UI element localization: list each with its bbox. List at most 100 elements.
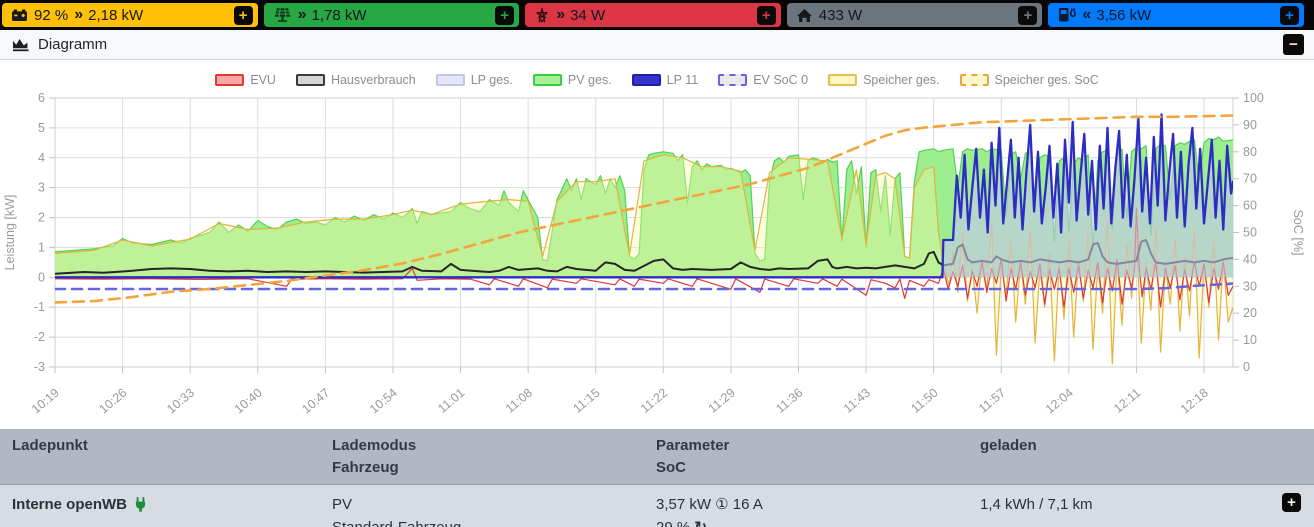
diagram-collapse-button[interactable]: − — [1283, 34, 1304, 55]
status-badge-pv[interactable]: » 1,78 kW + — [263, 3, 520, 27]
legend-swatch — [435, 74, 465, 86]
plug-icon — [134, 496, 147, 513]
badge-grid-add-button[interactable]: + — [756, 5, 776, 25]
badge-house-add-button[interactable]: + — [1018, 5, 1038, 25]
chargepoint-expand-button[interactable]: + — [1282, 493, 1301, 512]
svg-text:11:22: 11:22 — [638, 386, 670, 416]
svg-text:10:33: 10:33 — [164, 386, 197, 417]
legend-item-speicher-ges-[interactable]: Speicher ges. — [828, 73, 940, 87]
svg-text:5: 5 — [38, 121, 45, 135]
status-bar: 92 %» 2,18 kW +» 1,78 kW +» 34 W +433 W + «3,56 … — [0, 0, 1314, 30]
legend-swatch — [959, 74, 989, 86]
chargepoint-name: Interne openWB — [12, 496, 127, 513]
series-ev-soc-0 — [55, 282, 1233, 291]
badge-chargepoint-add-button[interactable]: + — [1279, 5, 1299, 25]
badge-power-value: 34 W — [570, 6, 606, 24]
legend-swatch — [215, 74, 245, 86]
svg-text:40: 40 — [1243, 252, 1257, 266]
badge-battery-add-button[interactable]: + — [233, 5, 253, 25]
chargepoint-row-interne-openwb[interactable]: Interne openWB PV Standard-Fahrzeug 3,57… — [0, 485, 1314, 527]
svg-text:10:26: 10:26 — [97, 386, 130, 417]
svg-text:11:08: 11:08 — [503, 386, 535, 416]
legend-item-evu[interactable]: EVU — [215, 73, 276, 87]
charging-station-icon — [1057, 7, 1077, 23]
row-parameter-cell: 3,57 kW ① 16 A 29 % ↻ — [656, 493, 980, 527]
svg-text:SoC [%]: SoC [%] — [1291, 210, 1305, 256]
svg-text:-1: -1 — [34, 300, 45, 314]
svg-text:11:29: 11:29 — [706, 386, 738, 416]
svg-text:2: 2 — [38, 211, 45, 225]
svg-text:20: 20 — [1243, 306, 1257, 320]
svg-text:11:57: 11:57 — [976, 386, 1008, 416]
flow-direction-icon: » — [74, 6, 83, 23]
series-speicher-ges-soc — [55, 114, 1233, 304]
svg-text:10:40: 10:40 — [232, 386, 265, 417]
svg-text:80: 80 — [1243, 145, 1257, 159]
series-lp-ges-lp11 — [55, 113, 1233, 279]
svg-text:12:11: 12:11 — [1111, 386, 1143, 416]
legend-item-pv-ges-[interactable]: PV ges. — [532, 73, 612, 87]
legend-label: EVU — [250, 73, 276, 87]
legend-label: PV ges. — [567, 73, 612, 87]
diagram-panel: EVU Hausverbrauch LP ges. PV ges. LP 11 EV So… — [0, 60, 1314, 429]
refresh-soc-icon[interactable]: ↻ — [694, 519, 707, 527]
svg-text:12:18: 12:18 — [1178, 386, 1211, 417]
svg-text:100: 100 — [1243, 91, 1264, 105]
svg-text:1: 1 — [38, 240, 45, 254]
status-badge-grid[interactable]: » 34 W + — [525, 3, 781, 27]
legend-label: Speicher ges. — [863, 73, 940, 87]
svg-text:Leistung [kW]: Leistung [kW] — [3, 195, 17, 271]
svg-text:4: 4 — [38, 151, 45, 165]
svg-text:70: 70 — [1243, 172, 1257, 186]
badge-pv-add-button[interactable]: + — [495, 5, 515, 25]
legend-item-speicher-ges-soc[interactable]: Speicher ges. SoC — [959, 73, 1099, 87]
legend-swatch — [295, 74, 325, 86]
status-badge-chargepoint[interactable]: « 3,56 kW + — [1048, 3, 1304, 27]
transmission-tower-icon — [534, 7, 550, 23]
svg-text:10:54: 10:54 — [367, 386, 400, 417]
status-badge-house[interactable]: 433 W + — [786, 3, 1043, 27]
badge-power-value: 3,56 kW — [1096, 6, 1152, 24]
svg-text:30: 30 — [1243, 279, 1257, 293]
badge-power-value: 433 W — [818, 6, 863, 24]
legend-label: Speicher ges. SoC — [994, 73, 1099, 87]
svg-text:12:04: 12:04 — [1043, 386, 1076, 417]
chargepoint-table: Ladepunkt Lademodus Fahrzeug Parameter SoC… — [0, 429, 1314, 527]
svg-text:-3: -3 — [34, 360, 45, 374]
row-geladen: 1,4 kWh / 7,1 km — [980, 496, 1093, 513]
row-ladepunkt-cell: Interne openWB — [12, 493, 332, 527]
chart-legend: EVU Hausverbrauch LP ges. PV ges. LP 11 EV So… — [0, 73, 1314, 87]
legend-item-hausverbrauch[interactable]: Hausverbrauch — [295, 73, 416, 87]
badge-soc-value: 92 % — [34, 6, 69, 24]
svg-text:90: 90 — [1243, 118, 1257, 132]
row-fahrzeug: Standard-Fahrzeug — [332, 516, 656, 527]
svg-text:10:19: 10:19 — [29, 386, 62, 417]
svg-text:11:43: 11:43 — [841, 386, 873, 416]
svg-text:11:36: 11:36 — [773, 386, 805, 416]
svg-text:3: 3 — [38, 181, 45, 195]
diagram-section-header: Diagramm − — [0, 30, 1314, 60]
chargepoint-table-header: Ladepunkt Lademodus Fahrzeug Parameter SoC… — [0, 429, 1314, 485]
svg-text:0: 0 — [1243, 360, 1250, 374]
power-soc-chart: 6543210-1-2-3100908070605040302010010:19… — [3, 91, 1305, 417]
legend-label: Hausverbrauch — [330, 73, 416, 87]
svg-text:6: 6 — [38, 91, 45, 105]
legend-item-lp-ges-[interactable]: LP ges. — [435, 73, 513, 87]
status-badge-battery[interactable]: 92 % » 2,18 kW + — [2, 3, 258, 27]
badge-power-value: 1,78 kW — [311, 6, 367, 24]
legend-item-ev-soc-0[interactable]: EV SoC 0 — [718, 73, 808, 87]
row-parameter: 3,57 kW ① 16 A — [656, 496, 763, 513]
legend-swatch — [718, 74, 748, 86]
header-ladepunkt: Ladepunkt — [12, 437, 88, 454]
legend-label: LP ges. — [470, 73, 513, 87]
solar-panel-icon — [273, 7, 292, 23]
diagram-title: Diagramm — [38, 36, 108, 53]
chart-area-icon — [12, 37, 30, 52]
svg-text:10: 10 — [1243, 333, 1257, 347]
header-parameter-soc: Parameter SoC — [656, 437, 730, 476]
row-geladen-cell: 1,4 kWh / 7,1 km — [980, 493, 1314, 527]
legend-label: EV SoC 0 — [753, 73, 809, 87]
svg-text:11:15: 11:15 — [570, 386, 602, 416]
legend-swatch — [631, 74, 661, 86]
legend-item-lp-11[interactable]: LP 11 — [631, 73, 698, 87]
